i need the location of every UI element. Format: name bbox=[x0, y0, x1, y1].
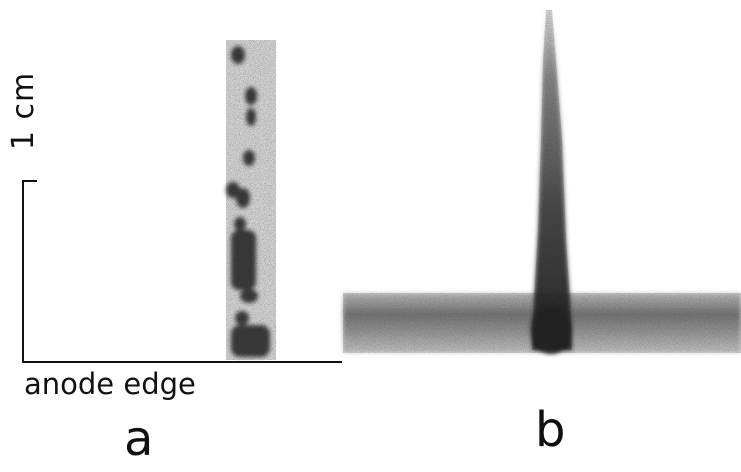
panel-a-blob-column bbox=[226, 40, 276, 360]
panel-a-frame bbox=[22, 180, 342, 363]
panel-label-b: b bbox=[535, 402, 566, 458]
scale-bar-label-text: 1 cm bbox=[6, 71, 41, 151]
streak-base bbox=[531, 306, 571, 354]
panel-label-a: a bbox=[124, 411, 154, 467]
vertical-streak bbox=[531, 10, 572, 354]
scale-bar-label: 1 cm bbox=[4, 66, 44, 156]
panel-b-image bbox=[343, 10, 741, 354]
anode-edge-label: anode edge bbox=[24, 367, 196, 401]
